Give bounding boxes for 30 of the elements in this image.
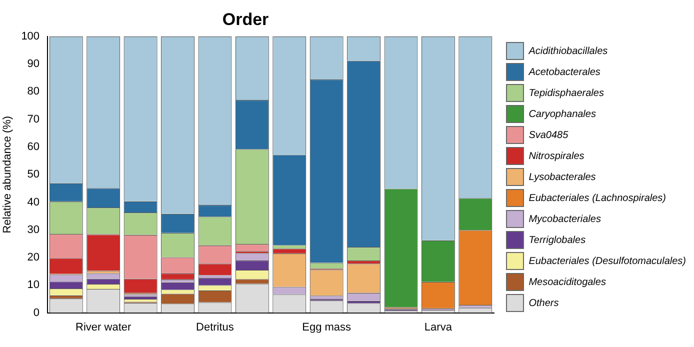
legend-label: Others [528,298,559,308]
legend-label: Acidithiobacillales [528,46,608,56]
legend-label: Mesoaciditogales [528,276,606,288]
legend-label: Nitrospirales [528,150,584,162]
y-tick-label: 30 [27,224,40,236]
x-tick-label: Detritus [196,321,234,334]
y-tick-label: 90 [27,58,40,70]
y-tick-label: 40 [27,196,40,208]
legend-label: Terriglobales [528,234,586,246]
y-tick-label: 100 [20,30,40,42]
legend-label: Eubacteriales (Lachnospirales) [528,192,666,204]
y-axis-title: Relative abundance (%) [1,116,14,234]
legend-label: Sva0485 [528,130,568,140]
legend-label: Caryophanales [528,108,596,120]
y-tick-label: 80 [27,86,40,98]
x-tick-label: Egg mass [302,321,352,334]
chart-title: Order [222,10,269,29]
y-tick-label: 20 [27,252,40,264]
legend-label: Eubacteriales (Desulfotomaculales) [528,256,686,266]
y-tick-label: 10 [27,279,40,292]
y-tick-label: 50 [27,168,40,181]
x-tick-label: River water [75,321,132,334]
x-tick-label: Larva [424,321,453,334]
y-tick-label: 0 [33,306,40,319]
y-tick-label: 60 [27,140,40,153]
legend-label: Lysobacterales [528,172,596,182]
legend-label: Tepidisphaerales [528,88,604,98]
legend-label: Acetobacterales [528,66,600,78]
y-tick-label: 70 [27,113,40,126]
legend-label: Mycobacteriales [528,214,601,224]
